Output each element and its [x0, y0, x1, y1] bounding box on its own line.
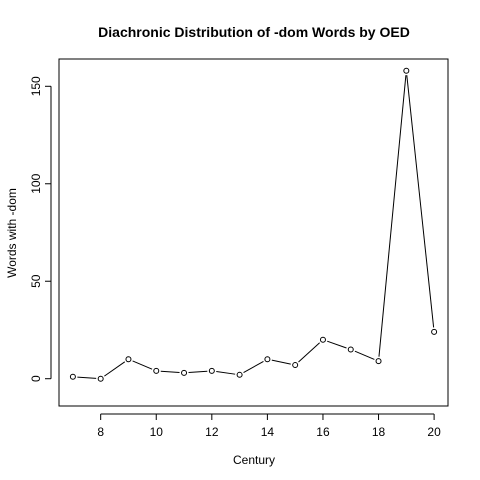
y-tick-label: 150	[29, 76, 43, 96]
data-point	[125, 356, 132, 363]
series-segment	[271, 359, 291, 365]
data-point	[403, 67, 410, 74]
series-segment	[378, 75, 407, 357]
data-point	[319, 336, 326, 343]
x-tick-label: 18	[372, 425, 386, 439]
data-point	[431, 328, 438, 335]
x-tick-label: 16	[316, 425, 330, 439]
data-point	[69, 373, 76, 380]
x-axis-label: Century	[233, 453, 275, 467]
x-tick-label: 12	[205, 425, 219, 439]
series-segment	[77, 376, 97, 379]
plot-frame	[58, 58, 449, 407]
data-point	[97, 375, 104, 382]
data-point	[236, 371, 243, 378]
y-tick-label: 100	[29, 173, 43, 193]
x-tick-label: 10	[150, 425, 164, 439]
series-segment	[354, 350, 375, 360]
data-point	[264, 356, 271, 363]
series-segment	[132, 360, 153, 370]
series-segment	[243, 360, 264, 374]
series-segment	[298, 342, 320, 363]
data-point	[181, 369, 188, 376]
series-segment	[188, 370, 208, 374]
x-tick-label: 8	[97, 425, 104, 439]
data-point	[347, 346, 354, 353]
y-tick-label: 0	[29, 375, 43, 382]
y-axis: 0 50 100 150	[29, 76, 52, 382]
x-tick-label: 14	[261, 425, 275, 439]
data-point	[375, 358, 382, 365]
chart-title: Diachronic Distribution of -dom Words by…	[98, 24, 410, 40]
series-segment	[104, 361, 126, 377]
y-tick-label: 50	[29, 274, 43, 288]
series-segment	[160, 370, 180, 374]
y-axis-label: Words with -dom	[5, 188, 19, 278]
series-segment	[327, 340, 347, 349]
series-words-with-dom	[69, 67, 438, 382]
series-segment	[216, 371, 236, 375]
x-tick-label: 20	[427, 425, 441, 439]
x-axis: 8 10 12 14 16 18 20	[97, 413, 441, 439]
data-point	[208, 367, 215, 374]
data-point	[153, 367, 160, 374]
series-segment	[406, 75, 435, 328]
data-point	[292, 362, 299, 369]
